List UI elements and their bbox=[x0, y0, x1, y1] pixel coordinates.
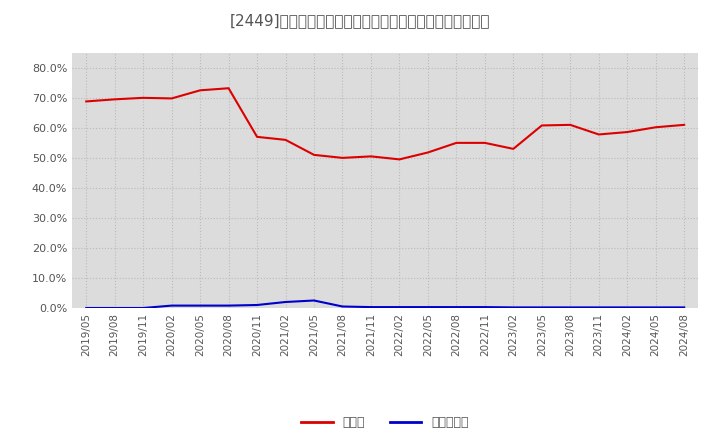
Legend: 現顔金, 有利子負債: 現顔金, 有利子負債 bbox=[297, 411, 474, 434]
Text: [2449]　現顔金、有利子負債の総資産に対する比率の推移: [2449] 現顔金、有利子負債の総資産に対する比率の推移 bbox=[230, 13, 490, 28]
